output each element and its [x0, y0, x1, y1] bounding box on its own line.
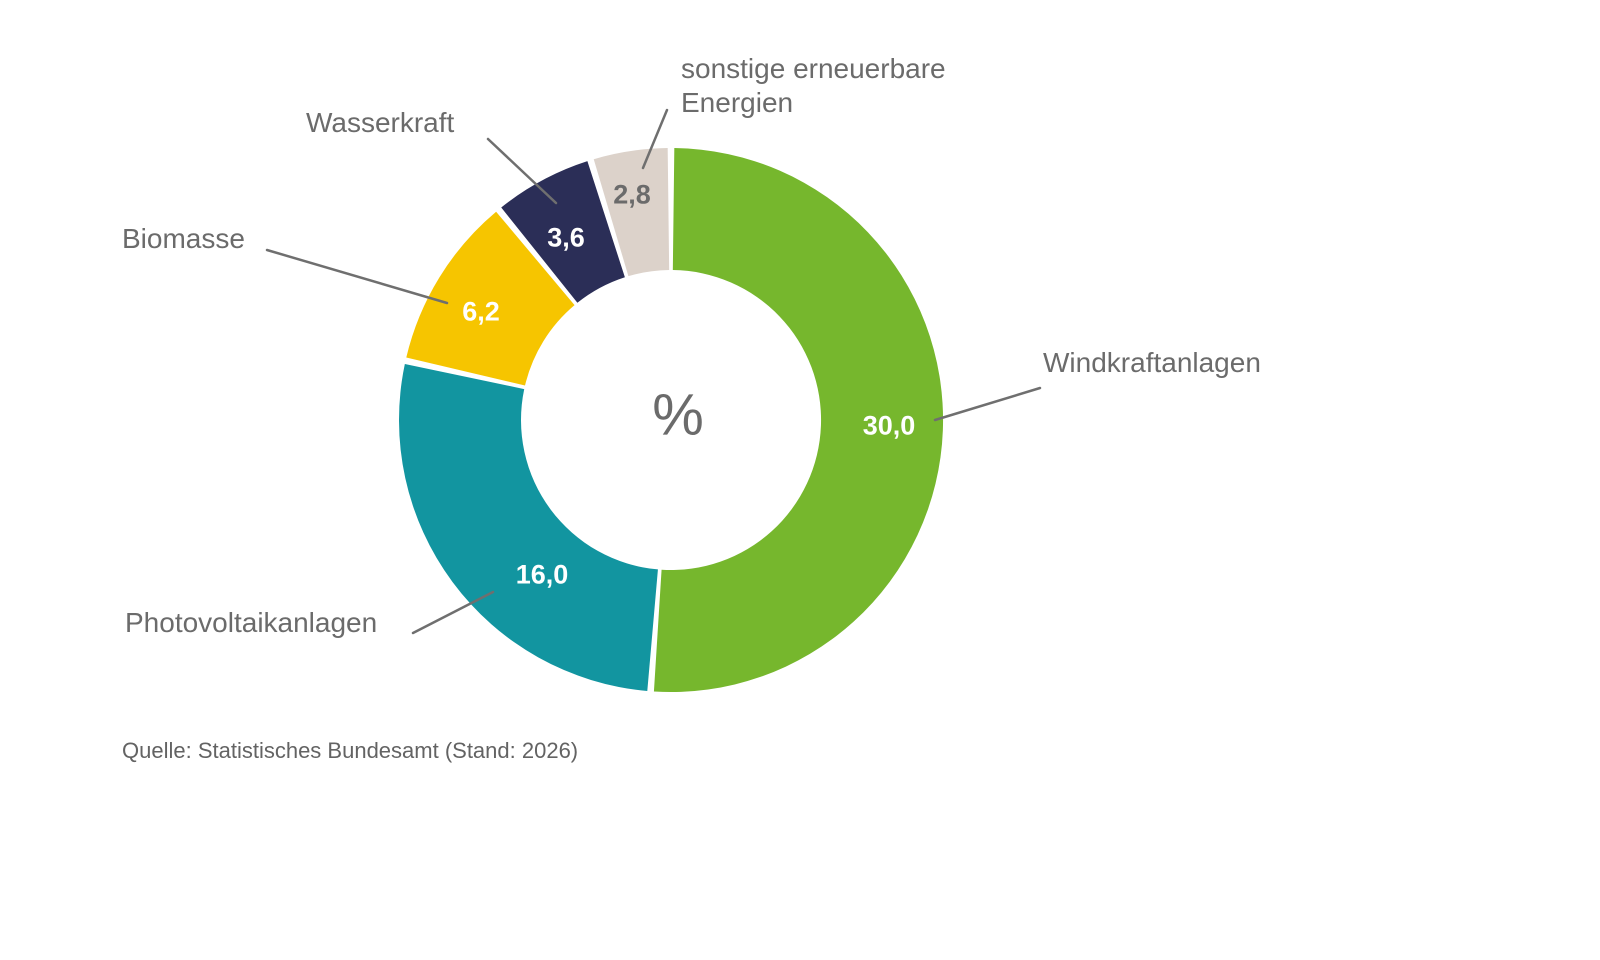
leader-line-wasserkraft: [486, 137, 558, 205]
donut-center-unit-label: %: [652, 382, 704, 448]
segment-value-biomasse: 6,2: [462, 296, 500, 327]
leader-line-photovoltaikanlagen: [411, 590, 495, 635]
segment-label-wasserkraft: Wasserkraft: [306, 107, 455, 138]
leader-line-biomasse: [265, 248, 449, 305]
leader-line-sonstige-erneuerbare-energien: [641, 108, 669, 170]
donut-segment-wasserkraft: [501, 161, 625, 303]
leader-line-windkraftanlagen: [933, 386, 1042, 422]
segment-value-windkraftanlagen: 30,0: [862, 410, 916, 441]
segment-label-photovoltaikanlagen: Photovoltaikanlagen: [125, 607, 378, 638]
segment-label-sonstige-erneuerbare-energien: sonstige erneuerbare Energien: [681, 53, 946, 118]
segment-label-windkraftanlagen: Windkraftanlagen: [1043, 347, 1261, 378]
donut-segment-windkraftanlagen: [653, 148, 944, 693]
donut-segment-biomasse: [406, 211, 575, 386]
segment-value-sonstige-erneuerbare-energien: 2,8: [613, 179, 651, 210]
segment-value-photovoltaikanlagen: 16,0: [515, 559, 569, 590]
source-note: Quelle: Statistisches Bundesamt (Stand: …: [122, 738, 579, 763]
segment-label-biomasse: Biomasse: [122, 223, 245, 254]
donut-segment-photovoltaikanlagen: [399, 363, 658, 691]
donut-segment-sonstige-erneuerbare-energien: [593, 148, 670, 277]
segment-value-wasserkraft: 3,6: [547, 222, 585, 253]
